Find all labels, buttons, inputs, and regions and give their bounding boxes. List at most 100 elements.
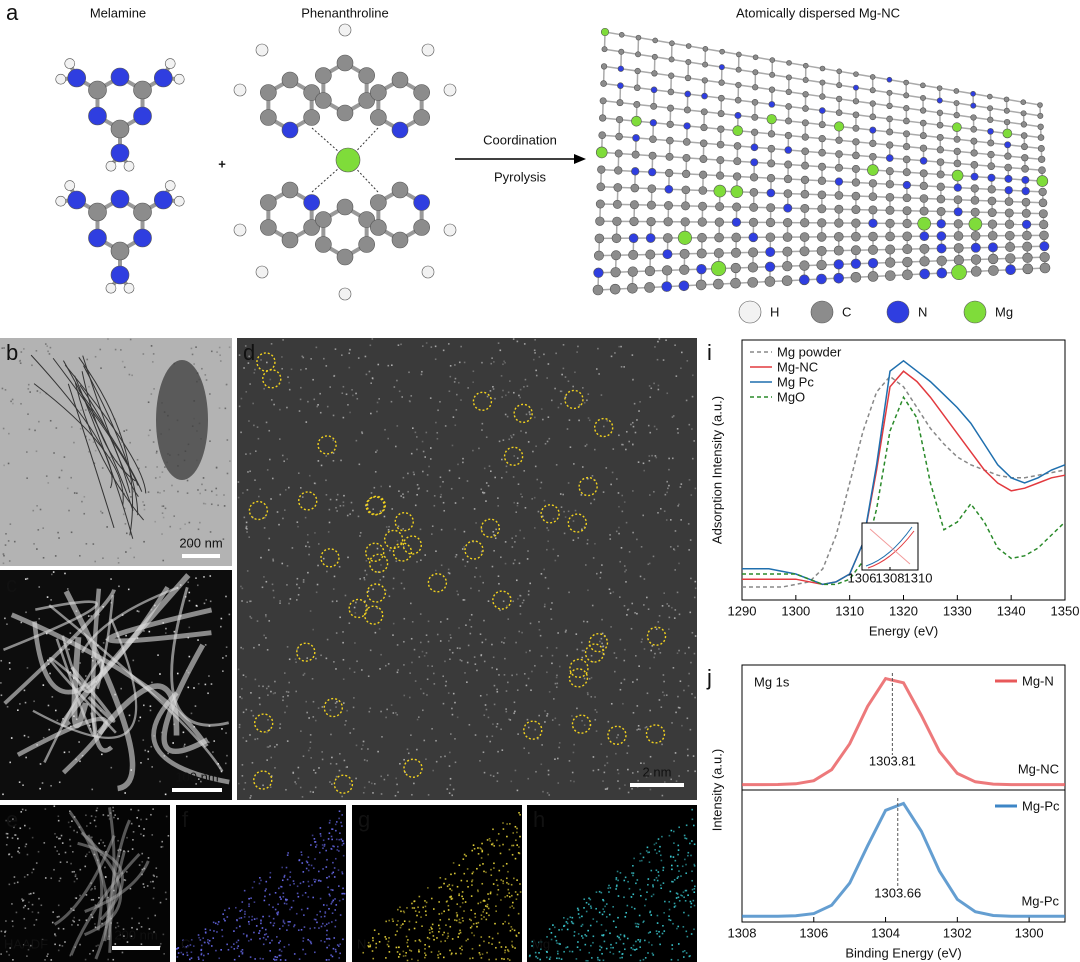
sheet-bond: [989, 95, 1007, 101]
pixel-noise: [690, 661, 692, 664]
pixel-noise: [71, 871, 74, 873]
element-count: [487, 853, 490, 856]
element-count: [480, 914, 483, 917]
element-count: [397, 908, 399, 911]
pixel-noise: [588, 678, 591, 680]
element-count: [461, 891, 464, 893]
pixel-noise: [535, 445, 537, 448]
pixel-noise: [410, 602, 412, 605]
pixel-noise: [379, 510, 382, 513]
pixel-noise: [241, 587, 244, 590]
pixel-noise: [403, 587, 406, 590]
element-count: [341, 872, 344, 875]
element-count: [190, 957, 193, 959]
pixel-noise: [523, 747, 526, 750]
pixel-noise: [187, 686, 190, 689]
pixel-noise: [288, 681, 290, 684]
pixel-noise: [454, 761, 457, 764]
pixel-noise: [391, 508, 394, 510]
pixel-noise: [516, 457, 519, 460]
x-tick-label: 1300: [1015, 925, 1044, 940]
element-count: [330, 954, 332, 956]
pixel-noise: [615, 752, 617, 755]
atom: [819, 79, 826, 86]
pixel-noise: [455, 554, 458, 556]
sheet-bond: [972, 93, 990, 98]
pixel-noise: [403, 758, 405, 761]
pixel-noise: [246, 601, 248, 604]
pixel-noise: [365, 373, 368, 376]
pixel-noise: [335, 632, 338, 634]
pixel-noise: [423, 655, 426, 657]
pixel-noise: [54, 934, 57, 937]
pixel-noise: [137, 610, 140, 613]
element-count: [672, 856, 675, 858]
atom: [903, 117, 910, 125]
element-count: [600, 946, 603, 949]
element-count: [418, 949, 420, 951]
element-count: [511, 946, 514, 948]
pixel-noise: [674, 569, 677, 571]
pixel-noise: [546, 548, 548, 551]
pixel-noise: [500, 556, 502, 559]
pixel-noise: [450, 636, 452, 639]
element-count: [588, 951, 591, 954]
atom: [852, 124, 860, 132]
atom: [594, 233, 605, 244]
pixel-noise: [314, 772, 317, 774]
element-count: [241, 951, 244, 954]
pixel-noise: [325, 494, 328, 496]
single-atom-site: [394, 512, 414, 532]
pixel-noise: [475, 567, 478, 569]
pixel-noise: [76, 492, 78, 495]
pixel-noise: [335, 775, 338, 778]
element-count: [671, 948, 674, 950]
sheet-bond: [956, 90, 974, 95]
pixel-noise: [552, 548, 555, 551]
pixel-noise: [425, 342, 428, 344]
pixel-noise: [223, 505, 226, 507]
pixel-noise: [601, 632, 604, 635]
pixel-noise: [623, 366, 625, 368]
single-atom-site: [296, 642, 316, 662]
pixel-noise: [541, 515, 544, 518]
pixel-noise: [385, 526, 388, 528]
atom: [391, 121, 409, 139]
atom: [593, 267, 604, 278]
element-count: [213, 930, 215, 932]
pixel-noise: [449, 649, 451, 651]
pixel-noise: [249, 600, 251, 603]
element-count: [652, 893, 655, 896]
pixel-noise: [680, 483, 683, 485]
pixel-noise: [647, 563, 650, 566]
pixel-noise: [447, 568, 450, 571]
pixel-noise: [377, 363, 380, 366]
pixel-noise: [505, 710, 508, 713]
pixel-noise: [500, 375, 503, 377]
element-count: [311, 884, 313, 886]
element-count: [661, 835, 663, 838]
pixel-noise: [506, 415, 509, 418]
pixel-noise: [479, 633, 482, 636]
pixel-noise: [372, 588, 374, 591]
element-count: [509, 906, 511, 909]
element-count: [508, 848, 511, 851]
element-count: [396, 951, 399, 953]
pixel-noise: [520, 493, 522, 496]
element-count: [274, 908, 277, 911]
pixel-noise: [122, 513, 125, 516]
pixel-noise: [342, 501, 345, 503]
pixel-noise: [388, 525, 390, 528]
element-count: [272, 906, 274, 909]
atom: [632, 134, 640, 142]
pixel-noise: [137, 809, 140, 812]
element-count: [399, 926, 402, 929]
atom: [735, 66, 742, 73]
pixel-noise: [480, 488, 483, 491]
element-count: [513, 929, 516, 932]
element-count: [450, 953, 453, 956]
pixel-noise: [84, 865, 87, 868]
pixel-noise: [673, 549, 676, 551]
element-count: [250, 897, 252, 899]
atom: [1038, 187, 1047, 197]
